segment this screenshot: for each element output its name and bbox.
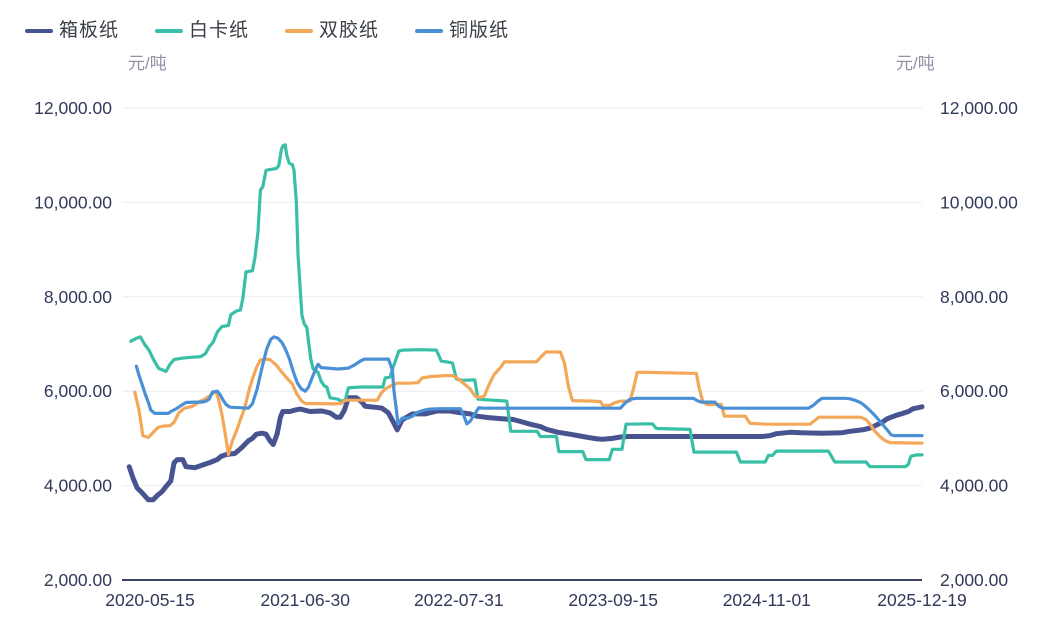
chart-legend: 箱板纸 白卡纸 双胶纸 铜版纸 <box>25 21 509 40</box>
series-line-3 <box>134 335 924 438</box>
y-axis-tick-label-right: 8,000.00 <box>940 287 1008 307</box>
legend-item-2[interactable]: 双胶纸 <box>285 21 379 40</box>
legend-item-label: 白卡纸 <box>189 20 250 41</box>
legend-item-label: 箱板纸 <box>59 20 120 41</box>
x-axis-tick-label: 2022-07-31 <box>414 590 504 610</box>
y-axis-tick-label-left: 4,000.00 <box>44 476 112 496</box>
legend-item-0[interactable]: 箱板纸 <box>25 21 119 40</box>
y-axis-tick-label-left: 2,000.00 <box>44 570 112 590</box>
legend-line-swatch-icon <box>155 28 184 33</box>
y-axis-tick-label-left: 8,000.00 <box>44 287 112 307</box>
x-axis-tick-label: 2020-05-15 <box>105 590 195 610</box>
y-axis-tick-label-left: 10,000.00 <box>34 192 112 212</box>
legend-line-swatch-icon <box>25 28 53 33</box>
legend-line-swatch-icon <box>285 28 314 33</box>
legend-item-1[interactable]: 白卡纸 <box>155 21 249 40</box>
unit-label-right: 元/吨 <box>896 54 935 73</box>
x-axis-tick-label: 2021-06-30 <box>260 590 350 610</box>
unit-label-left: 元/吨 <box>128 54 167 73</box>
y-axis-tick-label-right: 10,000.00 <box>940 192 1018 212</box>
y-axis-tick-label-right: 6,000.00 <box>940 381 1008 401</box>
y-axis-tick-label-left: 12,000.00 <box>34 98 112 118</box>
x-axis-tick-label: 2024-11-01 <box>723 590 811 610</box>
y-axis-tick-label-right: 2,000.00 <box>940 570 1008 590</box>
legend-line-swatch-icon <box>415 28 444 33</box>
series-line-1 <box>129 143 924 469</box>
series-line-0 <box>126 395 925 503</box>
y-axis-tick-label-right: 4,000.00 <box>940 476 1008 496</box>
legend-item-label: 铜版纸 <box>449 20 510 41</box>
y-axis-tick-label-left: 6,000.00 <box>44 381 112 401</box>
legend-item-label: 双胶纸 <box>319 20 380 41</box>
x-axis-tick-label: 2023-09-15 <box>568 590 658 610</box>
legend-item-3[interactable]: 铜版纸 <box>415 21 509 40</box>
x-axis-tick-label: 2025-12-19 <box>877 590 967 610</box>
y-axis-tick-label-right: 12,000.00 <box>940 98 1018 118</box>
